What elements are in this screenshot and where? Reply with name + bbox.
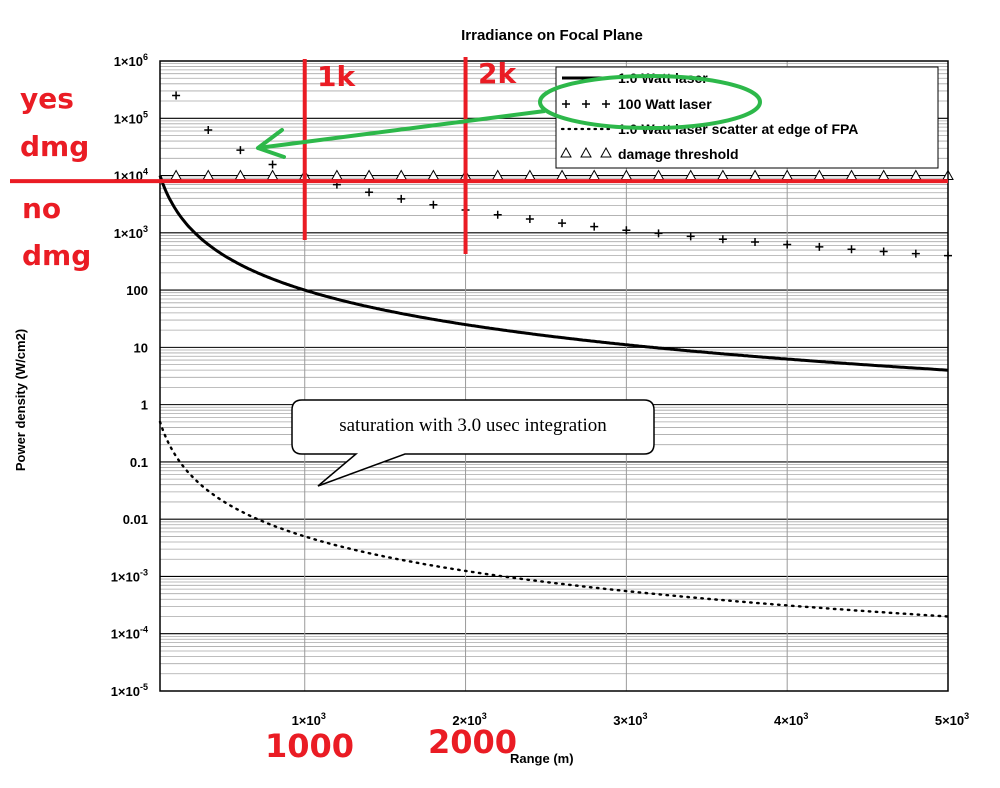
series-100w-point [365,188,374,197]
label-x-2000: 2000 [428,723,517,761]
series-100w-point [654,229,663,238]
legend-label-scatter: 1.0 Watt laser scatter at edge of FPA [618,121,858,137]
series-100w-point [236,146,245,155]
series-100w-point [429,200,438,209]
callout-text: saturation with 3.0 usec integration [339,415,607,436]
series-100w-point [622,226,631,235]
label-yes: yes [20,82,74,115]
legend-sample-100w [602,100,610,108]
series-100w-point [268,160,277,169]
legend-sample-100w [562,100,570,108]
y-tick-label: 1×10-3 [111,567,148,584]
x-tick-label: 2×103 [452,711,486,728]
y-tick-label: 0.01 [123,512,148,527]
series-100w-point [172,91,181,100]
x-tick-label: 3×103 [613,711,647,728]
y-tick-label: 1×105 [114,109,148,126]
highlight-arrow-head [256,128,286,159]
legend-sample-threshold [580,146,592,158]
x-tick-label: 4×103 [774,711,808,728]
series-100w-point [558,219,567,228]
series-layer [158,91,954,618]
series-100w-point [686,232,695,241]
y-tick-label: 0.1 [130,455,148,470]
y-tick-label: 1×103 [114,224,148,241]
legend-sample-100w [582,100,590,108]
series-100w-point [718,235,727,244]
series-100w-point [847,245,856,254]
annotations-layer: 1k 2k yes dmg no dmg 1000 2000 [10,57,948,765]
label-1k: 1k [317,60,356,93]
y-tick-label: 100 [126,283,148,298]
highlight-ellipse [538,74,762,130]
legend-label-threshold: damage threshold [618,146,739,162]
y-tick-label: 1×10-4 [111,625,148,642]
saturation-callout: saturation with 3.0 usec integration [291,399,655,487]
y-tick-label: 10 [134,340,148,355]
series-100w-point [815,242,824,251]
series-100w-point [204,125,213,134]
plot-frame [159,60,949,692]
series-100w-point [911,249,920,258]
legend-sample-threshold [560,146,572,158]
x-tick-label: 1×103 [292,711,326,728]
legend-box [555,66,939,169]
tick-layer: 1×1061×1051×1041×1031001010.10.011×10-31… [111,52,969,728]
x-axis-label: Range (m) [510,751,574,766]
highlight-arrow-shaft [257,109,546,150]
y-axis-label: Power density (W/cm2) [13,329,28,471]
series-100w-point [783,240,792,249]
series-100w-point [751,237,760,246]
chart-title: Irradiance on Focal Plane [461,27,643,44]
series-100w-point [525,215,534,224]
label-x-1000: 1000 [265,727,354,765]
legend-label-100w: 100 Watt laser [618,96,712,112]
series-100w-point [590,222,599,231]
x-tick-label: 5×103 [935,711,969,728]
label-no: no [22,192,61,225]
series-100w-point [397,194,406,203]
series-1w-line [158,175,949,372]
series-100w-point [879,247,888,256]
legend: 1.0 Watt laser 100 Watt laser 1.0 Watt l… [555,66,939,169]
series-100w-point [493,210,502,219]
callout-bubble [291,399,655,487]
label-dmg-bottom: dmg [22,239,91,272]
legend-sample-threshold [600,146,612,158]
y-tick-label: 1×10-5 [111,682,148,699]
y-tick-label: 1 [141,398,148,413]
label-2k: 2k [478,57,517,90]
y-tick-label: 1×106 [114,52,148,69]
label-dmg-top: dmg [20,130,89,163]
